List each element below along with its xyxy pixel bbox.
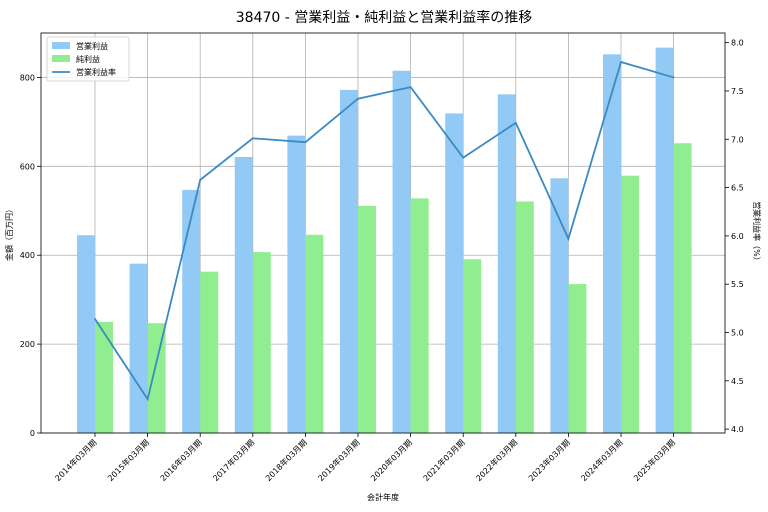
operating-profit-bar: [129, 263, 148, 433]
legend-label: 純利益: [76, 54, 100, 64]
x-tick-label: 2022年03月期: [474, 437, 520, 483]
operating-margin-point: [251, 137, 254, 140]
net-profit-bar: [252, 252, 271, 433]
net-profit-bar: [358, 205, 376, 433]
y-tick-label: 0: [30, 429, 35, 438]
line-series: [94, 60, 675, 402]
y2-tick-label: 6.5: [731, 184, 744, 193]
y2-tick-label: 5.0: [731, 329, 744, 338]
operating-profit-bar: [550, 178, 569, 433]
x-tick-label: 2014年03月期: [53, 437, 99, 483]
net-profit-bar: [621, 175, 639, 433]
y2-tick-label: 7.5: [731, 87, 744, 96]
net-profit-bar: [463, 259, 482, 433]
legend-swatch: [52, 42, 70, 49]
y-tick-label: 200: [20, 340, 35, 349]
operating-margin-point: [199, 178, 202, 181]
y-tick-label: 800: [20, 73, 35, 82]
legend-label: 営業利益: [76, 41, 108, 51]
x-tick-label: 2024年03月期: [579, 437, 625, 483]
net-profit-bar: [410, 198, 429, 433]
net-profit-bar: [200, 271, 219, 433]
x-tick-label: 2016年03月期: [158, 437, 204, 483]
y2-tick-label: 6.0: [731, 232, 744, 241]
operating-profit-bar: [77, 235, 95, 433]
x-tick-label: 2017年03月期: [211, 437, 257, 483]
net-profit-bar: [95, 321, 113, 433]
operating-profit-bar: [655, 47, 674, 434]
operating-profit-bar: [445, 113, 464, 433]
legend-label: 営業利益率: [76, 67, 116, 77]
operating-profit-bar: [182, 189, 201, 433]
operating-margin-point: [672, 76, 675, 79]
x-tick-label: 2015年03月期: [105, 437, 151, 483]
operating-margin-point: [409, 86, 412, 89]
y2-tick-label: 8.0: [731, 39, 744, 48]
operating-profit-bar: [497, 94, 516, 433]
x-tick-label: 2023年03月期: [526, 437, 572, 483]
x-tick-label: 2018年03月期: [263, 437, 309, 483]
operating-profit-bar: [287, 135, 306, 433]
bars: [77, 47, 692, 434]
x-axis-label: 会計年度: [367, 492, 399, 502]
x-tick-label: 2025年03月期: [631, 437, 677, 483]
x-tick-label: 2019年03月期: [316, 437, 362, 483]
operating-profit-bar: [603, 54, 621, 433]
y-tick-label: 400: [20, 251, 35, 260]
y2-tick-label: 7.0: [731, 135, 744, 144]
x-tick-label: 2020年03月期: [368, 437, 414, 483]
operating-margin-point: [567, 237, 570, 240]
net-profit-bar: [515, 201, 534, 433]
chart-title: 38470 - 営業利益・純利益と営業利益率の推移: [236, 9, 533, 26]
y-tick-label: 600: [20, 162, 35, 171]
y2-axis-label: 営業利益率（%）: [752, 201, 762, 265]
net-profit-bar: [147, 323, 166, 433]
y2-tick-label: 5.5: [731, 280, 744, 289]
y-axis-label: 金額（百万円）: [4, 205, 14, 261]
operating-profit-bar: [392, 70, 411, 434]
operating-margin-point: [94, 318, 96, 320]
net-profit-bar: [673, 143, 692, 433]
operating-margin-point: [620, 61, 622, 63]
operating-margin-point: [514, 121, 517, 124]
operating-margin-point: [304, 141, 307, 144]
operating-margin-point: [146, 398, 149, 401]
x-tick-label: 2021年03月期: [421, 437, 467, 483]
net-profit-bar: [568, 284, 587, 433]
operating-profit-bar: [234, 157, 253, 433]
operating-margin-point: [462, 156, 465, 159]
operating-margin-point: [357, 97, 359, 100]
net-profit-bar: [305, 234, 324, 433]
legend-swatch: [52, 55, 70, 62]
y2-tick-label: 4.5: [731, 377, 744, 386]
operating-margin-line: [94, 60, 674, 402]
operating-profit-bar: [340, 89, 358, 433]
plot-frame: [40, 32, 726, 434]
y2-tick-label: 4.0: [731, 425, 744, 434]
